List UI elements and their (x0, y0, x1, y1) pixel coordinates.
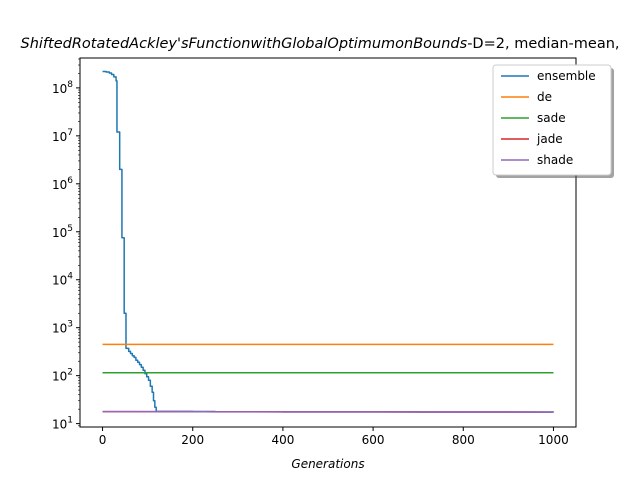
y-tick-label: 108 (52, 80, 73, 96)
y-tick-label: 106 (52, 176, 73, 192)
legend-label-jade: jade (536, 132, 563, 146)
axes: 0 200 400 600 800 1000 101 102 103 104 105 106 107 10… (52, 57, 577, 447)
y-tick-label: 102 (52, 368, 73, 384)
chart-title: ShiftedRotatedAckley'sFunctionwithGlobal… (20, 36, 619, 52)
legend-label-de: de (537, 90, 552, 104)
y-tick-label: 101 (52, 416, 73, 432)
x-tick-label: 0 (99, 433, 107, 447)
legend: ensemble de sade jade shade (492, 64, 614, 178)
y-tick-label: 105 (52, 224, 73, 240)
legend-box (492, 64, 612, 176)
series-line-shade (102, 410, 554, 413)
x-tick-label: 400 (271, 433, 294, 447)
legend-label-sade: sade (537, 111, 566, 125)
x-tick-label: 800 (452, 433, 475, 447)
y-tick-label: 107 (52, 128, 73, 144)
x-tick-label: 1000 (538, 433, 569, 447)
x-tick-label: 600 (362, 433, 385, 447)
x-tick-label: 200 (181, 433, 204, 447)
legend-label-shade: shade (537, 153, 573, 167)
x-axis-title: Generations (291, 457, 364, 471)
legend-label-ensemble: ensemble (537, 69, 596, 83)
plot-area (102, 70, 555, 413)
y-tick-label: 104 (52, 272, 73, 288)
chart-title-rest: -D=2, median-mean, (467, 36, 619, 52)
y-tick-label: 103 (52, 320, 73, 336)
chart-title-italic: ShiftedRotatedAckley'sFunctionwithGlobal… (20, 36, 467, 52)
series-line-ensemble (102, 70, 555, 413)
